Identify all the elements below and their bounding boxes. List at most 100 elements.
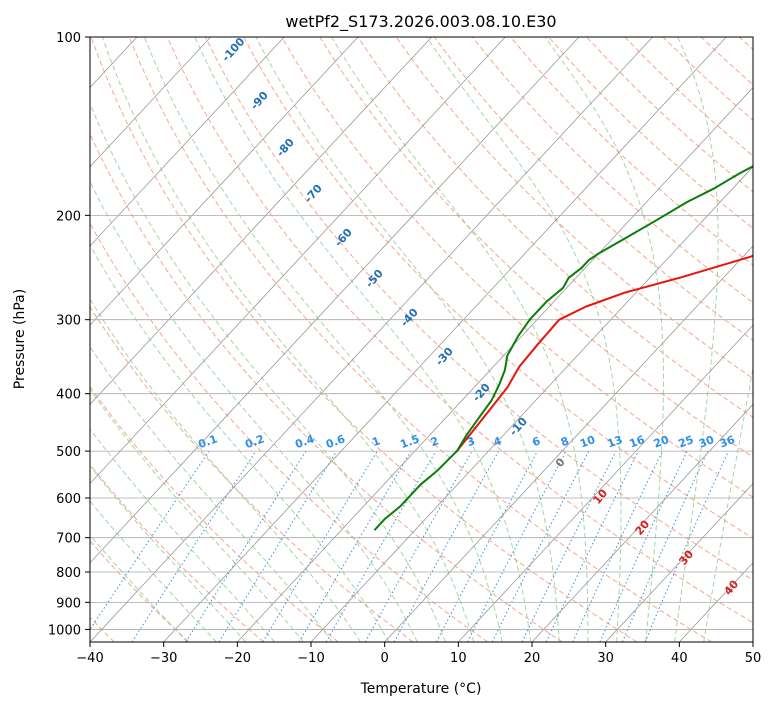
dry-adiabat-line (90, 305, 414, 642)
dry-adiabat-line (90, 540, 190, 642)
moist-adiabat-line (426, 37, 622, 642)
y-axis-title: Pressure (hPa) (12, 289, 28, 389)
isotherm-line (752, 641, 753, 642)
moist-adiabat-label: 40 (721, 577, 741, 597)
dry-adiabat-line (433, 37, 753, 341)
moist-adiabat-line (90, 244, 390, 642)
mixing-ratio-line (621, 450, 709, 642)
moist-adiabat-line (90, 298, 362, 642)
x-tick-label: −20 (224, 651, 251, 666)
mixing-ratio-label: 3 (465, 434, 477, 449)
moist-adiabat-line (101, 37, 475, 642)
x-tick-label: 30 (597, 651, 614, 666)
y-tick-label: 900 (56, 596, 81, 611)
moist-adiabat-line (90, 534, 188, 642)
dry-adiabats (90, 37, 753, 642)
mixing-ratio-line (364, 450, 473, 642)
x-tick-label: −10 (297, 651, 324, 666)
mixing-ratio-line (644, 450, 729, 642)
dry-adiabat-line (700, 37, 753, 86)
dry-adiabat-line (281, 37, 753, 498)
y-tick-label: 400 (56, 388, 81, 403)
temperature-line (456, 254, 753, 452)
x-tick-label: 40 (671, 651, 688, 666)
moist-adiabat-line (703, 365, 753, 642)
y-tick-label: 1000 (48, 623, 81, 638)
mixing-ratio-label: 13 (606, 433, 625, 450)
moist-adiabat-label: 10 (590, 486, 610, 506)
mixing-ratio-label: 1 (370, 434, 382, 449)
dry-adiabat-line (166, 37, 753, 624)
mixing-ratio-line (262, 450, 378, 642)
dry-adiabat-line (128, 37, 712, 642)
dry-adiabat-line (357, 37, 753, 418)
mixing-ratio-line (521, 450, 617, 642)
isotherm-line (384, 245, 753, 642)
moist-adiabat-line (544, 37, 664, 642)
dry-adiabat-line (204, 37, 753, 581)
mixing-ratio-label: 0.6 (324, 432, 347, 451)
x-tick-label: 20 (524, 651, 541, 666)
isotherm-line (0, 37, 63, 642)
isotherm-line (531, 403, 753, 642)
moist-adiabat-line (90, 500, 217, 642)
moist-adiabat-line (90, 102, 447, 642)
dry-adiabat-line (243, 37, 753, 539)
isotherms (0, 37, 753, 642)
dry-adiabat-line (90, 132, 563, 642)
isotherm-line (237, 86, 753, 642)
dry-adiabat-line (90, 37, 638, 642)
theta-label: -50 (363, 267, 386, 291)
x-axis-title: Temperature (°C) (360, 681, 482, 697)
moist-adiabat-label: 30 (676, 547, 696, 567)
profile-series (373, 165, 753, 531)
y-tick-label: 300 (56, 314, 81, 329)
isobars (90, 37, 753, 630)
theta-label: -70 (302, 182, 325, 206)
mixing-ratio-line (90, 450, 210, 631)
moist-adiabat-line (90, 465, 247, 642)
theta-label: -20 (470, 381, 493, 405)
x-tick-label: 10 (450, 651, 467, 666)
isotherm-line (90, 37, 285, 247)
mixing-ratio-label: 20 (652, 433, 671, 451)
isotherm-line (310, 166, 753, 642)
isotherm-line (90, 37, 432, 405)
dewpoint-line (373, 165, 753, 531)
theta-label: -90 (248, 89, 271, 113)
theta-label: -100 (219, 35, 247, 64)
moist-adiabat-line (90, 427, 276, 642)
isotherm-line (90, 37, 653, 642)
y-axis: 100 200 300 400 500 600 700 800 900 1000 (48, 31, 90, 638)
mixing-ratio-label: 25 (677, 433, 696, 450)
theta-label: -80 (274, 136, 297, 160)
mixing-ratio-label: 30 (697, 433, 716, 451)
mixing-ratio-label: 6 (531, 434, 543, 449)
mixing-ratio-line (545, 450, 639, 642)
isotherm-line (90, 37, 211, 168)
isotherm-line (679, 562, 753, 642)
dry-adiabat-line (90, 222, 488, 642)
moist-adiabat-label: 20 (632, 517, 652, 537)
dry-adiabat-line (90, 463, 264, 642)
mixing-ratio-label: 10 (578, 433, 597, 451)
moist-adiabat-line (674, 37, 719, 642)
isotherm-line (163, 37, 727, 642)
mixing-ratio-line (393, 450, 500, 642)
moist-adiabat-line (90, 180, 418, 642)
dry-adiabat-line (471, 37, 753, 304)
dry-adiabat-line (738, 37, 753, 51)
mixing-ratio-label: 0.2 (243, 432, 266, 451)
moist-adiabat-line (90, 345, 333, 642)
moist-adiabat-line (331, 37, 589, 642)
mixing-ratio-line (491, 450, 590, 642)
mixing-ratio-line (435, 450, 538, 642)
moist-adiabats (90, 37, 753, 642)
mixing-ratio-label: 1.5 (399, 432, 422, 451)
mixing-ratio-label: 8 (559, 434, 571, 449)
isotherm-line (90, 37, 506, 485)
y-tick-label: 100 (56, 31, 81, 46)
moist-adiabat-line (90, 388, 304, 642)
